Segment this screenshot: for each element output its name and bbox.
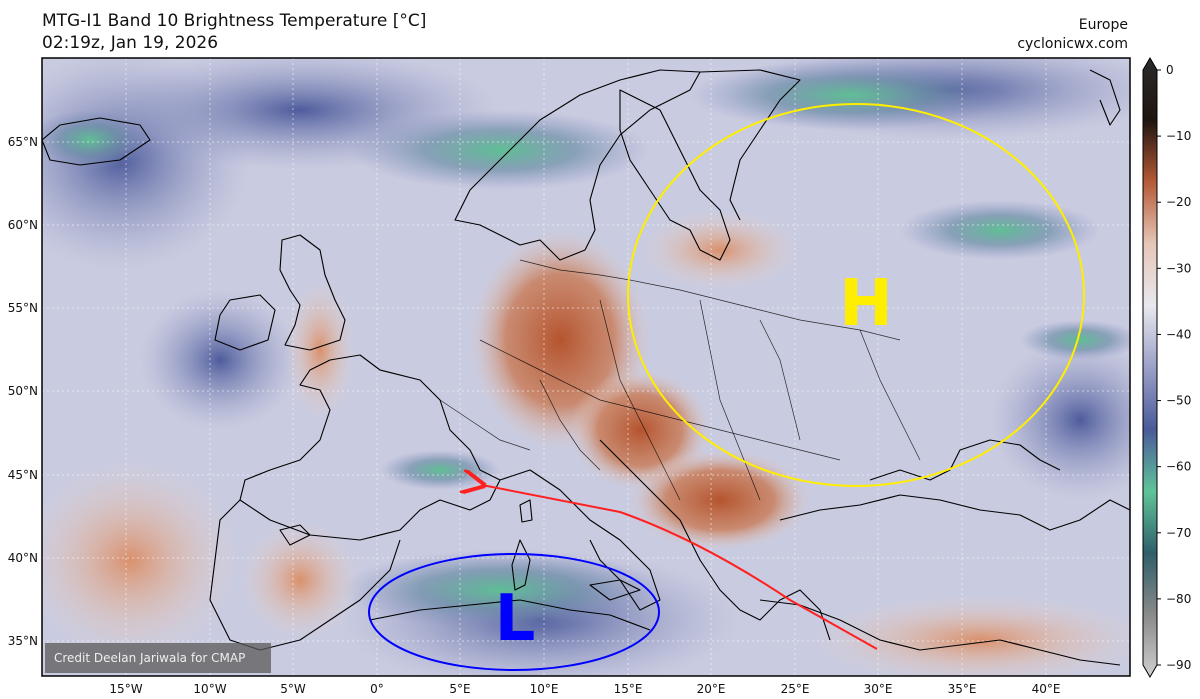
lon-label: 0° (370, 682, 384, 696)
map-title: MTG-I1 Band 10 Brightness Temperature [°… (42, 10, 426, 54)
longitude-labels: 15°W 10°W 5°W 0° 5°E 10°E 15°E 20°E 25°E… (109, 682, 1060, 696)
lat-label: 60°N (8, 218, 38, 232)
lat-label: 35°N (8, 634, 38, 648)
lon-label: 5°E (449, 682, 470, 696)
lon-label: 5°W (280, 682, 306, 696)
graticule (42, 58, 1130, 676)
title-line-2: 02:19z, Jan 19, 2026 (42, 33, 219, 53)
lon-label: 10°W (193, 682, 226, 696)
title-line-1: MTG-I1 Band 10 Brightness Temperature [°… (42, 11, 427, 31)
lat-label: 55°N (8, 301, 38, 315)
lon-label: 40°E (1032, 682, 1061, 696)
lon-label: 10°E (530, 682, 559, 696)
map-frame (41, 57, 1131, 677)
imagery-layer (42, 58, 1130, 676)
high-pressure-ellipse (627, 103, 1085, 487)
lat-label: 65°N (8, 135, 38, 149)
lon-label: 25°E (781, 682, 810, 696)
lat-label: 40°N (8, 551, 38, 565)
latitude-labels: 65°N 60°N 55°N 50°N 45°N 40°N 35°N (8, 135, 38, 648)
flow-arrow (482, 485, 878, 650)
lon-label: 15°W (109, 682, 142, 696)
lon-label: 30°E (864, 682, 893, 696)
low-pressure-ellipse (368, 553, 660, 671)
lon-label: 35°E (948, 682, 977, 696)
region-label: Europe cyclonicwx.com (1017, 16, 1128, 54)
lat-label: 50°N (8, 384, 38, 398)
lon-label: 15°E (614, 682, 643, 696)
region-name: Europe (1078, 17, 1128, 33)
credit-label: Credit Deelan Jariwala for CMAP (45, 643, 271, 673)
borders (439, 259, 921, 501)
source-site: cyclonicwx.com (1017, 36, 1128, 52)
lat-label: 45°N (8, 468, 38, 482)
low-pressure-label: L (495, 582, 536, 656)
lon-label: 20°E (697, 682, 726, 696)
high-pressure-label: H (839, 267, 893, 341)
